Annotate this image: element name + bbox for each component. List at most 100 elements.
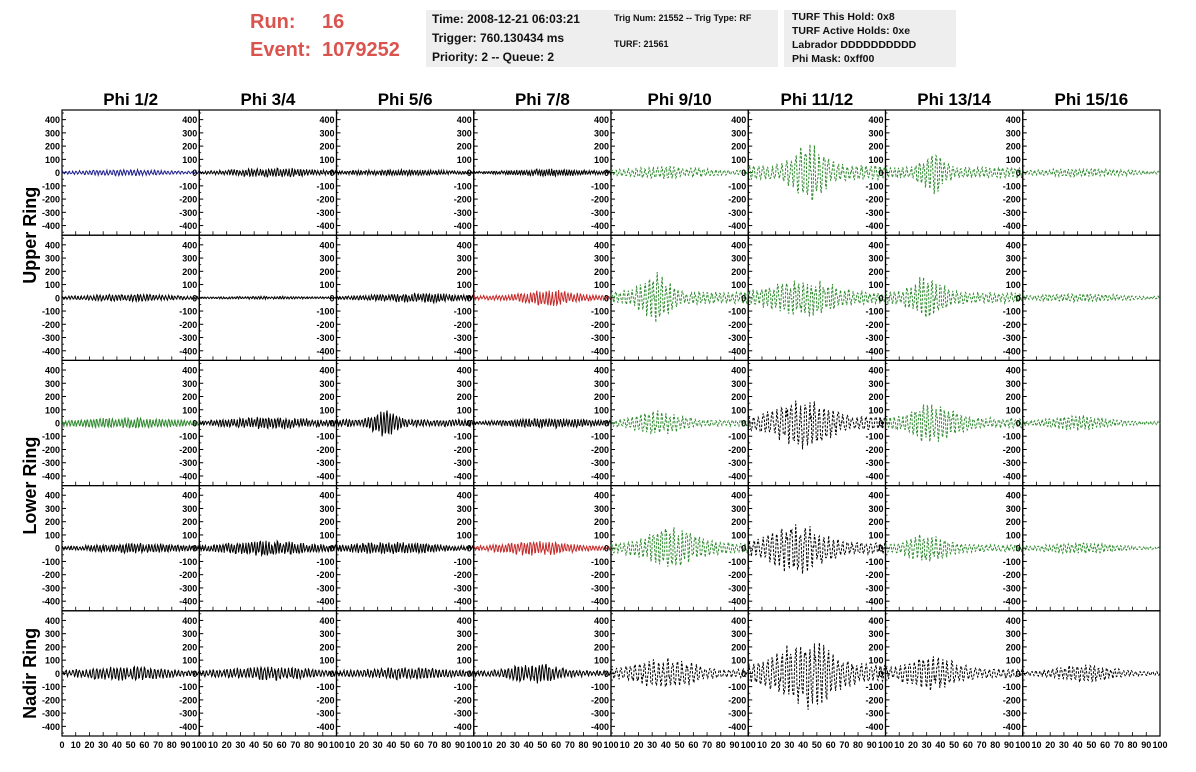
y-tick-label: -400 <box>591 471 609 481</box>
y-tick-label: 100 <box>868 530 883 540</box>
x-tick-label: 60 <box>963 740 973 750</box>
y-tick-label: -100 <box>42 307 60 317</box>
y-tick-label: -200 <box>42 695 60 705</box>
waveform-trace <box>748 642 886 710</box>
y-tick-label: -100 <box>179 557 197 567</box>
x-tick-label: 90 <box>730 740 740 750</box>
x-tick-label: 10 <box>894 740 904 750</box>
y-tick-label: -100 <box>316 181 334 191</box>
y-tick-label: 200 <box>594 267 609 277</box>
y-tick-label: -300 <box>865 333 883 343</box>
y-tick-label: -100 <box>42 432 60 442</box>
column-header: Phi 7/8 <box>515 90 570 109</box>
y-tick-label: -200 <box>728 570 746 580</box>
y-tick-label: 100 <box>457 656 472 666</box>
y-tick-label: 200 <box>45 642 60 652</box>
y-tick-label: -300 <box>42 458 60 468</box>
y-tick-label: -100 <box>454 682 472 692</box>
y-tick-label: -400 <box>316 346 334 356</box>
y-tick-label: -100 <box>42 682 60 692</box>
y-tick-label: 0 <box>604 168 609 178</box>
run-event-box: Run: 16 Event: 1079252 <box>250 8 400 64</box>
y-tick-label: 400 <box>319 240 334 250</box>
y-tick-label: -200 <box>42 445 60 455</box>
y-tick-label: -300 <box>1003 709 1021 719</box>
run-value: 16 <box>322 11 345 33</box>
y-tick-label: -200 <box>865 570 883 580</box>
y-tick-label: -200 <box>728 445 746 455</box>
y-tick-label: 300 <box>868 254 883 264</box>
x-tick-label: 100 <box>741 740 756 750</box>
y-tick-label: -300 <box>1003 208 1021 218</box>
y-tick-label: 300 <box>319 254 334 264</box>
y-tick-label: -200 <box>1003 695 1021 705</box>
x-tick-label: 30 <box>235 740 245 750</box>
y-tick-label: 200 <box>1006 517 1021 527</box>
y-tick-label: 0 <box>329 293 334 303</box>
y-tick-label: -200 <box>1003 445 1021 455</box>
x-tick-label: 40 <box>386 740 396 750</box>
y-tick-label: 400 <box>594 491 609 501</box>
x-tick-label: 50 <box>949 740 959 750</box>
y-tick-label: 0 <box>467 544 472 554</box>
column-header: Phi 1/2 <box>103 90 158 109</box>
turf-text: TURF: 21561 <box>614 39 669 49</box>
event-label: Event: <box>250 39 312 61</box>
y-tick-label: 200 <box>731 142 746 152</box>
x-tick-label: 100 <box>1152 740 1167 750</box>
y-tick-label: 300 <box>731 254 746 264</box>
y-tick-label: 400 <box>182 491 197 501</box>
waveform-trace <box>747 524 886 574</box>
y-tick-label: -200 <box>591 320 609 330</box>
y-tick-label: -400 <box>865 471 883 481</box>
y-tick-label: 300 <box>45 254 60 264</box>
y-tick-label: -100 <box>865 432 883 442</box>
x-tick-label: 80 <box>579 740 589 750</box>
waveform-trace <box>610 527 749 567</box>
event-value: 1079252 <box>322 39 400 61</box>
y-tick-label: 400 <box>1006 616 1021 626</box>
waveform-trace <box>747 280 886 317</box>
x-tick-label: 90 <box>181 740 191 750</box>
y-tick-label: -200 <box>865 695 883 705</box>
y-tick-label: 100 <box>731 280 746 290</box>
y-tick-label: -400 <box>42 597 60 607</box>
y-tick-label: -100 <box>316 432 334 442</box>
y-tick-label: 100 <box>868 405 883 415</box>
y-tick-label: -300 <box>454 458 472 468</box>
y-tick-label: 200 <box>45 142 60 152</box>
x-tick-label: 30 <box>98 740 108 750</box>
y-tick-label: -100 <box>728 432 746 442</box>
y-tick-label: 400 <box>1006 366 1021 376</box>
y-tick-label: -300 <box>865 709 883 719</box>
y-tick-label: 100 <box>457 280 472 290</box>
turf-status-box: TURF This Hold: 0x8 TURF Active Holds: 0… <box>784 10 956 67</box>
waveform-trace <box>885 276 1024 318</box>
y-tick-label: 200 <box>182 392 197 402</box>
y-tick-label: 100 <box>1006 530 1021 540</box>
y-tick-label: 0 <box>192 419 197 429</box>
y-tick-label: 300 <box>731 629 746 639</box>
y-tick-label: 200 <box>868 517 883 527</box>
waveform-trace <box>62 292 200 304</box>
y-tick-label: -400 <box>454 346 472 356</box>
y-tick-label: 100 <box>319 656 334 666</box>
y-tick-label: -300 <box>591 208 609 218</box>
row-label: Upper Ring <box>20 187 40 284</box>
y-tick-label: -300 <box>42 208 60 218</box>
trig-num-text: Trig Num: 21552 -- Trig Type: RF <box>614 13 752 23</box>
y-tick-label: 200 <box>594 392 609 402</box>
y-tick-label: 200 <box>868 392 883 402</box>
y-tick-label: 400 <box>731 491 746 501</box>
y-tick-label: 0 <box>467 669 472 679</box>
y-tick-label: -400 <box>454 471 472 481</box>
y-tick-label: 400 <box>457 115 472 125</box>
y-tick-label: 200 <box>594 142 609 152</box>
y-tick-label: -300 <box>865 458 883 468</box>
x-tick-label: 30 <box>1059 740 1069 750</box>
x-tick-label: 20 <box>359 740 369 750</box>
y-tick-label: 200 <box>1006 392 1021 402</box>
y-tick-label: 100 <box>594 155 609 165</box>
x-tick-label: 40 <box>935 740 945 750</box>
